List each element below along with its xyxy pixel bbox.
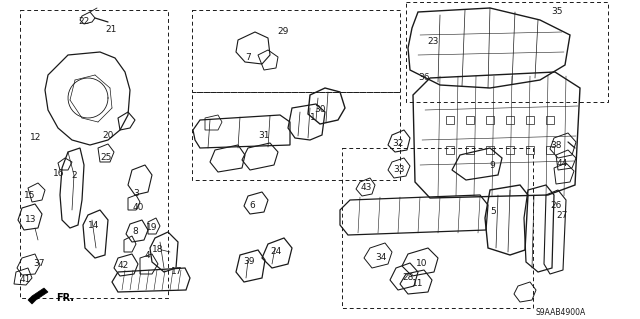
Text: S9AAB4900A: S9AAB4900A	[536, 308, 586, 317]
Text: 11: 11	[412, 278, 424, 287]
Text: 15: 15	[24, 191, 36, 201]
Text: 33: 33	[393, 165, 404, 174]
Text: 26: 26	[550, 201, 562, 210]
Text: 42: 42	[117, 261, 129, 270]
Bar	[192, 10, 400, 92]
Text: 21: 21	[106, 25, 116, 33]
Text: 20: 20	[102, 131, 114, 140]
Text: 1: 1	[310, 114, 316, 122]
Bar	[486, 116, 494, 124]
Text: 10: 10	[416, 258, 428, 268]
Text: 40: 40	[132, 203, 144, 211]
Bar	[406, 2, 608, 102]
Text: 14: 14	[88, 220, 100, 229]
Text: 25: 25	[100, 153, 112, 162]
Bar	[446, 146, 454, 154]
Text: 2: 2	[71, 170, 77, 180]
Text: 7: 7	[245, 53, 251, 62]
Text: 36: 36	[419, 73, 429, 83]
Bar	[546, 116, 554, 124]
Text: 39: 39	[243, 256, 255, 265]
Text: 12: 12	[30, 133, 42, 143]
Bar	[526, 146, 534, 154]
Text: 24: 24	[270, 247, 282, 256]
Bar	[20, 10, 168, 298]
Bar	[192, 92, 400, 180]
Text: 29: 29	[277, 26, 289, 35]
Bar	[506, 116, 514, 124]
Text: 23: 23	[428, 36, 438, 46]
Text: 44: 44	[556, 159, 568, 167]
Text: 32: 32	[392, 138, 404, 147]
Text: 38: 38	[550, 142, 562, 151]
Bar	[506, 146, 514, 154]
Text: 30: 30	[314, 106, 326, 115]
Text: 31: 31	[259, 131, 269, 140]
Text: 17: 17	[172, 268, 183, 277]
Text: 27: 27	[556, 211, 568, 219]
Bar	[466, 146, 474, 154]
Text: FR.: FR.	[56, 293, 74, 303]
Bar	[342, 148, 533, 308]
Text: 13: 13	[25, 214, 36, 224]
Polygon shape	[28, 288, 48, 304]
Text: 3: 3	[133, 189, 139, 197]
Text: 6: 6	[249, 202, 255, 211]
Text: 16: 16	[53, 168, 65, 177]
Text: 41: 41	[19, 275, 31, 284]
Bar	[546, 146, 554, 154]
Bar	[446, 116, 454, 124]
Text: 28: 28	[403, 272, 413, 281]
Text: 5: 5	[490, 206, 496, 216]
Text: 19: 19	[147, 224, 157, 233]
Text: 8: 8	[132, 226, 138, 235]
Text: 43: 43	[360, 183, 372, 192]
Text: 4: 4	[144, 251, 150, 261]
Bar	[486, 146, 494, 154]
Text: 9: 9	[489, 161, 495, 170]
Text: 22: 22	[78, 18, 90, 26]
Text: 35: 35	[551, 8, 563, 17]
Bar	[526, 116, 534, 124]
Bar	[466, 116, 474, 124]
Text: 18: 18	[152, 244, 164, 254]
Text: 37: 37	[33, 259, 45, 269]
Text: 34: 34	[375, 253, 387, 262]
